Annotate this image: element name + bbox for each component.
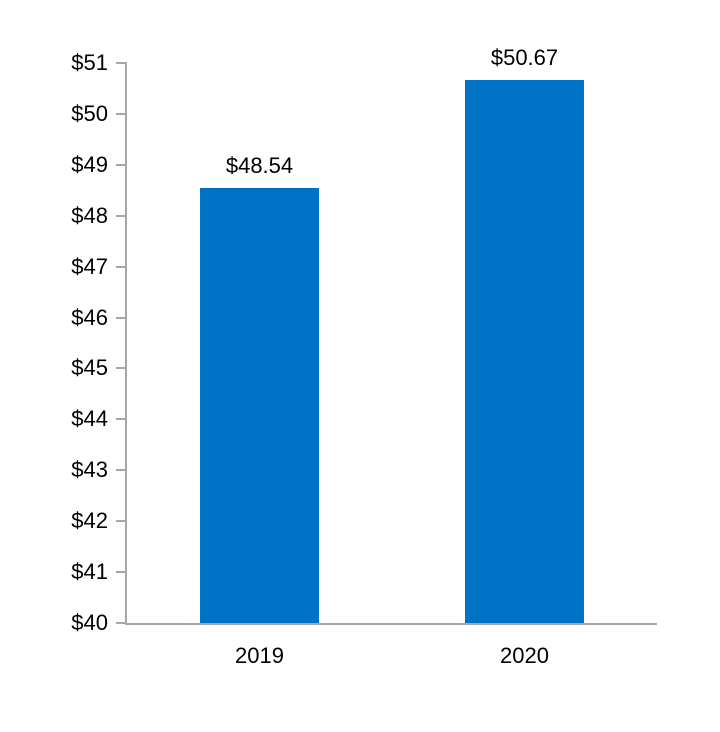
y-tick-label: $45	[71, 355, 108, 381]
y-tick-mark	[116, 265, 125, 268]
bar-value-label: $48.54	[225, 153, 294, 179]
bar-2020	[465, 79, 584, 623]
x-category-label: 2020	[500, 643, 549, 668]
y-tick-label: $47	[71, 253, 108, 279]
y-tick-mark	[116, 622, 125, 624]
y-tick-label: $40	[71, 610, 108, 635]
y-tick-label: $44	[71, 406, 108, 432]
y-tick-mark	[116, 520, 125, 523]
y-tick-label: $51	[71, 50, 108, 75]
y-tick-label: $41	[71, 559, 108, 585]
y-tick-mark	[116, 112, 125, 115]
y-tick-label: $48	[71, 202, 108, 228]
y-tick-label: $46	[71, 304, 108, 330]
bar-value-label: $50.67	[490, 44, 559, 70]
y-tick-mark	[116, 62, 125, 64]
y-tick-label: $50	[71, 100, 108, 126]
y-axis-line	[125, 62, 127, 623]
bar-2019	[200, 188, 319, 623]
y-tick-label: $49	[71, 151, 108, 177]
y-tick-mark	[116, 571, 125, 574]
x-axis-line	[125, 623, 657, 625]
y-tick-mark	[116, 367, 125, 370]
x-category-label: 2019	[235, 643, 284, 668]
y-tick-mark	[116, 418, 125, 421]
y-tick-mark	[116, 316, 125, 319]
y-tick-mark	[116, 469, 125, 472]
y-tick-label: $42	[71, 508, 108, 534]
y-tick-label: $43	[71, 457, 108, 483]
y-tick-mark	[116, 214, 125, 217]
y-tick-mark	[116, 163, 125, 166]
